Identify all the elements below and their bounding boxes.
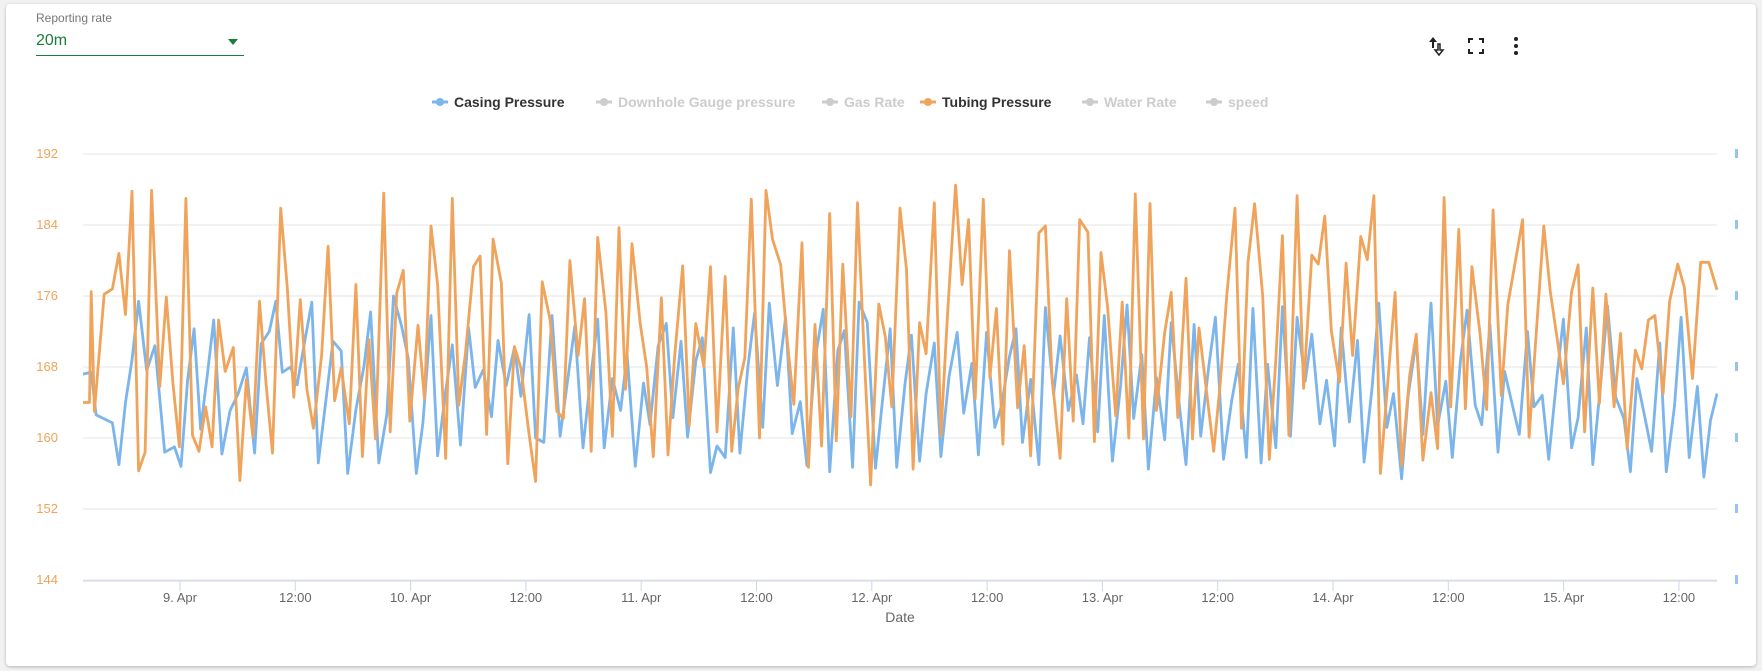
reporting-rate-value: 20m xyxy=(36,32,68,49)
x-tick-label: 10. Apr xyxy=(390,590,432,605)
legend-label: Casing Pressure xyxy=(454,94,565,110)
legend-label: Water Rate xyxy=(1104,94,1177,110)
x-tick-label: 11. Apr xyxy=(621,590,662,605)
fullscreen-icon[interactable] xyxy=(1464,34,1488,58)
x-tick-label: 12:00 xyxy=(279,590,312,605)
y-right-tick-label xyxy=(1735,504,1738,513)
y-right-tick-label xyxy=(1735,433,1738,442)
legend-item[interactable]: Casing Pressure xyxy=(432,94,565,110)
legend-item[interactable]: Downhole Gauge pressure xyxy=(596,94,796,110)
legend-symbol-marker xyxy=(1086,98,1094,106)
x-tick-label: 14. Apr xyxy=(1312,590,1354,605)
x-axis-title: Date xyxy=(885,609,915,625)
legend-symbol-marker xyxy=(436,98,444,106)
legend-symbol-marker xyxy=(1210,98,1218,106)
x-tick-label: 12:00 xyxy=(1201,590,1234,605)
y-tick-label: 168 xyxy=(36,359,58,374)
y-right-tick-label xyxy=(1735,362,1738,371)
x-tick-label: 12. Apr xyxy=(851,590,893,605)
y-tick-label: 144 xyxy=(36,572,58,587)
x-tick-label: 12:00 xyxy=(971,590,1004,605)
x-tick-label: 15. Apr xyxy=(1543,590,1585,605)
x-tick-label: 12:00 xyxy=(1663,590,1696,605)
y-right-tick-label xyxy=(1735,220,1738,229)
y-tick-label: 184 xyxy=(36,217,58,232)
y-tick-label: 176 xyxy=(36,288,58,303)
y-tick-label: 160 xyxy=(36,430,58,445)
x-tick-label: 9. Apr xyxy=(163,590,198,605)
legend-label: speed xyxy=(1228,94,1268,110)
reporting-rate-label: Reporting rate xyxy=(36,11,113,25)
more-vertical-icon[interactable] xyxy=(1504,34,1528,58)
x-tick-label: 12:00 xyxy=(740,590,773,605)
y-right-tick-label xyxy=(1735,575,1738,584)
x-tick-label: 12:00 xyxy=(1432,590,1465,605)
legend-symbol-marker xyxy=(826,98,834,106)
y-tick-label: 192 xyxy=(36,146,58,161)
legend-label: Gas Rate xyxy=(844,94,905,110)
y-right-tick-label xyxy=(1735,291,1738,300)
legend-item[interactable]: Gas Rate xyxy=(822,94,905,110)
legend-label: Downhole Gauge pressure xyxy=(618,94,796,110)
y-right-tick-label xyxy=(1735,149,1738,158)
chevron-down-icon xyxy=(228,39,238,45)
series-line-tubing-pressure xyxy=(83,183,1719,487)
legend-item[interactable]: Water Rate xyxy=(1082,94,1177,110)
legend-item[interactable]: speed xyxy=(1206,94,1268,110)
reporting-rate-select[interactable]: 20m xyxy=(36,30,244,56)
x-tick-label: 13. Apr xyxy=(1082,590,1124,605)
series-line-casing-pressure xyxy=(82,294,1719,481)
sort-arrows-icon[interactable] xyxy=(1424,34,1448,58)
legend-symbol-marker xyxy=(924,98,932,106)
legend-symbol-marker xyxy=(600,98,608,106)
legend-item[interactable]: Tubing Pressure xyxy=(920,94,1052,110)
x-tick-label: 12:00 xyxy=(510,590,543,605)
legend-label: Tubing Pressure xyxy=(942,94,1052,110)
y-tick-label: 152 xyxy=(36,501,58,516)
